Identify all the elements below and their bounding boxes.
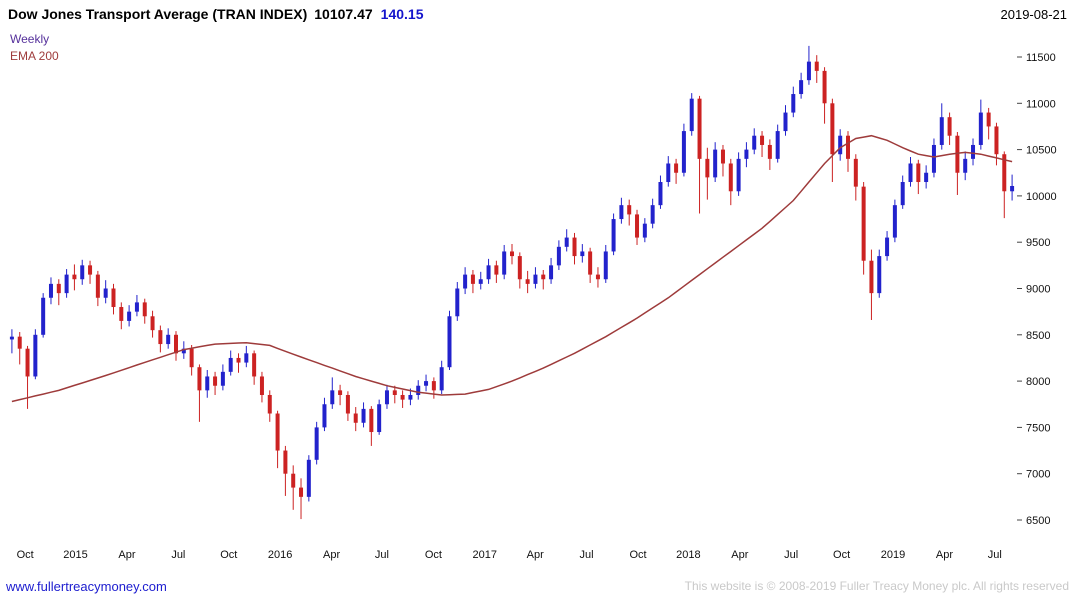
svg-text:Apr: Apr (323, 549, 340, 561)
chart-title: Dow Jones Transport Average (TRAN INDEX) (8, 6, 308, 22)
svg-text:Apr: Apr (936, 549, 953, 561)
svg-text:2018: 2018 (676, 549, 700, 561)
svg-text:Jul: Jul (784, 549, 798, 561)
footer-copyright: This website is © 2008-2019 Fuller Treac… (684, 579, 1069, 593)
chart-date: 2019-08-21 (1000, 7, 1068, 22)
svg-text:11500: 11500 (1026, 52, 1056, 64)
svg-text:8500: 8500 (1026, 330, 1050, 342)
svg-text:Apr: Apr (118, 549, 135, 561)
svg-text:Apr: Apr (731, 549, 748, 561)
chart-header: Dow Jones Transport Average (TRAN INDEX)… (8, 6, 423, 22)
svg-text:8000: 8000 (1026, 376, 1050, 388)
svg-text:2019: 2019 (881, 549, 905, 561)
svg-text:Oct: Oct (220, 549, 237, 561)
svg-text:6500: 6500 (1026, 515, 1050, 527)
legend-ema-label: EMA 200 (10, 49, 59, 63)
svg-text:Oct: Oct (17, 549, 34, 561)
svg-text:Apr: Apr (527, 549, 544, 561)
svg-text:10500: 10500 (1026, 145, 1057, 157)
svg-text:Jul: Jul (375, 549, 389, 561)
svg-text:Jul: Jul (988, 549, 1002, 561)
svg-text:11000: 11000 (1026, 98, 1056, 110)
svg-text:Jul: Jul (580, 549, 594, 561)
svg-text:2016: 2016 (268, 549, 292, 561)
svg-text:Oct: Oct (833, 549, 850, 561)
change-value: 140.15 (380, 6, 424, 22)
last-price-value: 10107.47 (314, 6, 373, 22)
svg-text:Oct: Oct (629, 549, 646, 561)
footer-website-link[interactable]: www.fullertreacymoney.com (6, 579, 167, 594)
svg-text:7500: 7500 (1026, 422, 1050, 434)
svg-text:10000: 10000 (1026, 191, 1057, 203)
legend-timeframe-label: Weekly (10, 32, 50, 46)
svg-text:2017: 2017 (473, 549, 497, 561)
chart-legend: Weekly EMA 200 (10, 31, 59, 65)
svg-text:9000: 9000 (1026, 284, 1050, 296)
svg-text:2015: 2015 (63, 549, 87, 561)
svg-text:Oct: Oct (425, 549, 442, 561)
svg-text:9500: 9500 (1026, 237, 1050, 249)
svg-text:7000: 7000 (1026, 469, 1050, 481)
svg-text:Jul: Jul (171, 549, 185, 561)
